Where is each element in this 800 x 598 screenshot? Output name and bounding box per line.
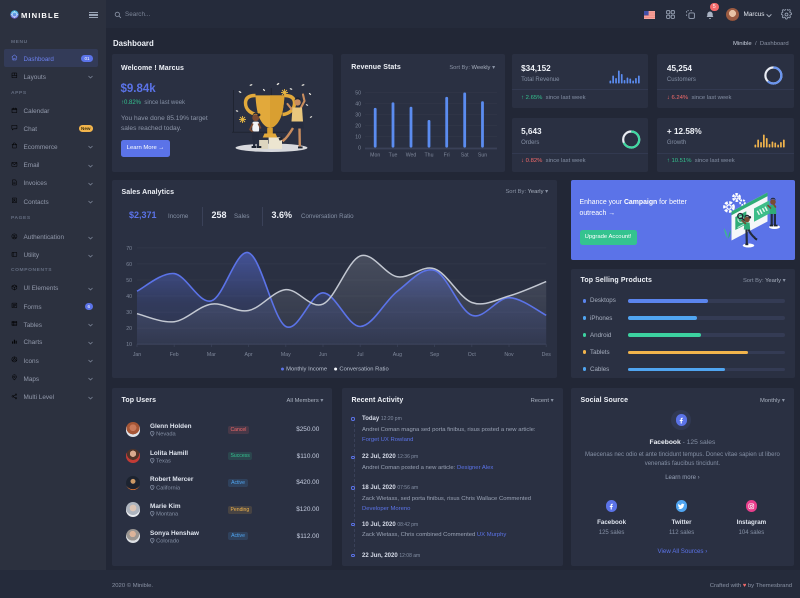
- svg-text:10: 10: [126, 342, 132, 348]
- svg-text:Oct: Oct: [468, 352, 477, 358]
- svg-text:Mon: Mon: [370, 152, 380, 158]
- svg-text:50: 50: [356, 90, 362, 96]
- svg-text:10: 10: [356, 134, 362, 140]
- svg-text:Nov: Nov: [504, 352, 514, 358]
- svg-text:50: 50: [126, 278, 132, 284]
- svg-text:Sep: Sep: [430, 352, 439, 358]
- svg-text:Wed: Wed: [406, 152, 417, 158]
- svg-text:Aug: Aug: [393, 352, 402, 358]
- svg-text:Thu: Thu: [425, 152, 434, 158]
- svg-text:Jan: Jan: [133, 352, 141, 358]
- svg-text:0: 0: [358, 145, 361, 151]
- svg-text:Jul: Jul: [357, 352, 364, 358]
- svg-text:20: 20: [356, 123, 362, 129]
- svg-text:20: 20: [126, 326, 132, 332]
- svg-text:Feb: Feb: [170, 352, 179, 358]
- svg-text:30: 30: [356, 112, 362, 118]
- svg-text:Sat: Sat: [461, 152, 469, 158]
- svg-text:Jun: Jun: [319, 352, 327, 358]
- svg-text:60: 60: [126, 261, 132, 267]
- svg-text:40: 40: [356, 101, 362, 107]
- svg-text:70: 70: [126, 245, 132, 251]
- svg-text:Des: Des: [542, 352, 552, 358]
- svg-text:Tue: Tue: [389, 152, 398, 158]
- svg-text:Mar: Mar: [207, 352, 216, 358]
- svg-text:40: 40: [126, 294, 132, 300]
- svg-text:May: May: [281, 352, 291, 358]
- svg-text:30: 30: [126, 310, 132, 316]
- svg-text:Apr: Apr: [245, 352, 253, 358]
- svg-text:Sun: Sun: [478, 152, 487, 158]
- svg-text:Fri: Fri: [444, 152, 450, 158]
